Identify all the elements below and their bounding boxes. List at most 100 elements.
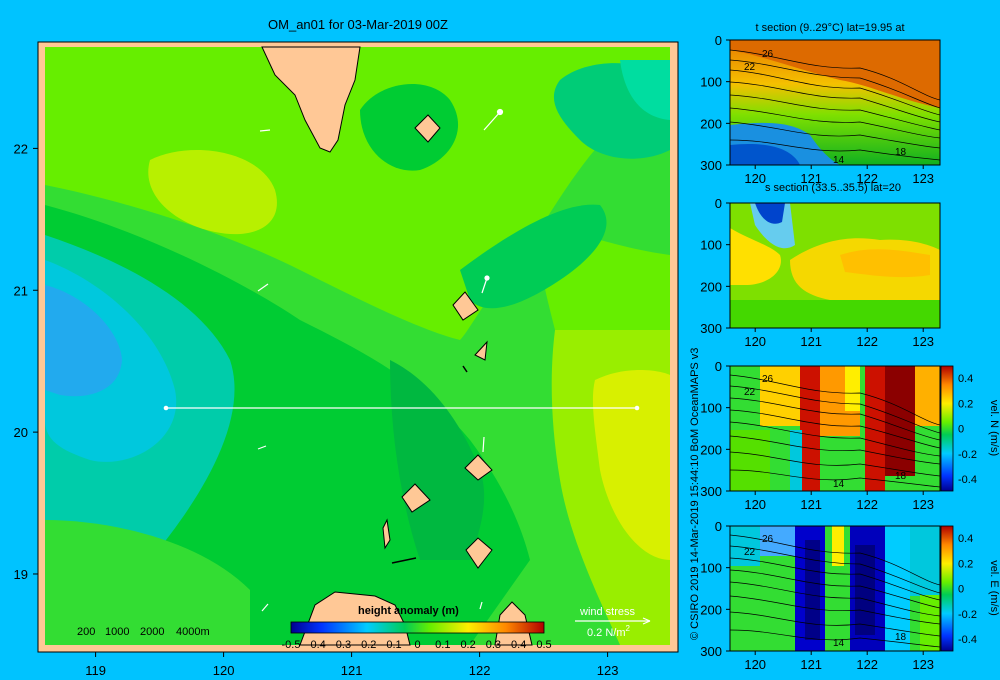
height-colorbar-tick-label: -0.3 <box>332 639 351 651</box>
panel-t-contour-label-14: 14 <box>833 155 845 166</box>
vel-colorbar-tick-label: 0 <box>958 584 964 596</box>
section-line <box>163 405 640 411</box>
panel-t-border <box>729 39 941 166</box>
vn-strip <box>915 366 940 426</box>
main-map-y-tick-label: 21 <box>14 283 28 298</box>
ve-strip <box>910 526 940 596</box>
panel-vn-border <box>729 365 941 492</box>
main-map-x-tick-label: 123 <box>597 663 619 678</box>
land-taiwan <box>261 46 361 153</box>
contour-line <box>730 451 940 477</box>
vel-colorbar-tick-label: -0.2 <box>958 609 977 621</box>
land-island-5 <box>401 483 431 513</box>
section-x-tick-label: 123 <box>912 171 934 186</box>
section-y-tick-label: 0 <box>715 33 722 48</box>
depth-legend-label-1: 200 <box>77 626 95 638</box>
wind-legend-arrowhead <box>642 617 651 625</box>
panel-s-blue-patch <box>755 203 785 224</box>
credit-text: © CSIRO 2019 14-Mar-2019 15:44:10 BoM Oc… <box>689 348 701 640</box>
main-map-y-ticks: 22 21 20 19 <box>14 141 38 582</box>
contour-line <box>730 69 940 116</box>
contour-line <box>730 139 940 161</box>
panel-vn-contours <box>730 374 940 488</box>
section-x-tick-label: 123 <box>912 334 934 349</box>
panel-s-orange-core <box>840 249 930 278</box>
section-x-tick-label: 123 <box>912 657 934 672</box>
vel-colorbar-tick-label: -0.4 <box>958 474 977 486</box>
contour-line <box>730 611 940 637</box>
ve-strip <box>832 526 844 566</box>
contour-line <box>730 121 940 149</box>
vel-colorbar-tick-label: 0.4 <box>958 533 973 545</box>
vel-colorbar-ticks: 0.4 0.2 0 -0.2 -0.4 0.4 0.2 0 -0.2 -0.4 <box>958 373 977 646</box>
wind-legend-label: wind stress <box>579 606 636 618</box>
wind-vectors <box>257 108 504 612</box>
main-map-x-tick-label: 122 <box>469 663 491 678</box>
section-x-tick-label: 121 <box>800 497 822 512</box>
panel-t-contour-label-26: 26 <box>762 49 774 60</box>
contour-line <box>730 374 940 426</box>
panel-s-field <box>730 203 940 328</box>
height-colorbar-tick-label: -0.4 <box>307 639 326 651</box>
height-colorbar: height anomaly (m) -0.5 -0.4 -0.3 -0.2 -0.1 0… <box>282 605 552 651</box>
vn-strip <box>800 366 820 491</box>
contour-line <box>730 397 940 441</box>
vel-colorbar-tick-label: 0.2 <box>958 558 973 570</box>
land-island-1 <box>414 114 441 143</box>
panel-ve-contour-label-26: 26 <box>762 534 774 545</box>
depth-legend-label-4: 4000m <box>176 626 210 638</box>
height-colorbar-tick-label: 0.1 <box>435 639 450 651</box>
vn-strip <box>790 430 802 491</box>
contour-line <box>730 581 940 617</box>
height-colorbar-tick-label: 0.3 <box>486 639 501 651</box>
main-map-x-tick-label: 121 <box>341 663 363 678</box>
section-y-tick-label: 0 <box>715 519 722 534</box>
panel-s-border <box>729 202 941 329</box>
panel-t-contour-label-22: 22 <box>744 62 756 73</box>
panel-ve-contour-label-18: 18 <box>895 632 907 643</box>
main-map-x-ticks: 119 120 121 122 123 <box>85 652 618 678</box>
vel-colorbar-tick-label: 0 <box>958 424 964 436</box>
contour-line <box>730 409 940 449</box>
field-patch-cyan-ne <box>620 60 670 120</box>
panel-vn-contour-label-18: 18 <box>895 471 907 482</box>
section-y-tick-label: 100 <box>700 75 722 90</box>
section-y-tick-label: 200 <box>700 279 722 294</box>
height-colorbar-tick-label: -0.2 <box>357 639 376 651</box>
section-x-tick-label: 121 <box>800 334 822 349</box>
panel-ve-contour-label-22: 22 <box>744 547 756 558</box>
panel-t-title: t section (9..29°C) lat=19.95 at <box>755 22 904 34</box>
contour-line <box>730 59 940 109</box>
wind-vector <box>257 445 267 450</box>
main-map: 200 1000 2000 4000m wind stress 0.2 N/m2… <box>37 41 679 653</box>
contour-line <box>730 81 940 123</box>
panel-vn-contour-label-14: 14 <box>833 479 845 490</box>
vel-e-colorbar-label: vel. E (m/s) <box>988 560 1000 616</box>
ve-strip <box>855 545 875 635</box>
field-band-lightgreen <box>45 47 670 340</box>
contour-line <box>730 385 940 434</box>
contour-line <box>730 569 940 609</box>
ve-strip <box>730 526 760 566</box>
map-border <box>37 41 679 653</box>
height-colorbar-tick-label: 0.4 <box>511 639 526 651</box>
section-y-tick-label: 0 <box>715 359 722 374</box>
panel-ve-contour-label-14: 14 <box>833 638 845 649</box>
panel-vn-field: 26 22 14 18 <box>730 366 940 491</box>
wind-vector <box>261 603 269 612</box>
panel-ve-field: 26 22 14 18 <box>730 526 940 651</box>
contour-line <box>730 595 940 625</box>
height-colorbar-ticks: -0.5 -0.4 -0.3 -0.2 -0.1 0 0.1 0.2 0.3 0.4 0.5 <box>282 639 552 651</box>
panel-t-contours <box>730 49 940 161</box>
section-x-tick-label: 122 <box>856 334 878 349</box>
section-x-tick-label: 123 <box>912 497 934 512</box>
contour-line <box>730 629 940 648</box>
wind-vector <box>257 283 269 292</box>
vel-e-colorbar-bar <box>940 525 954 652</box>
section-line-start <box>163 405 169 411</box>
land-islet-line-2 <box>462 365 468 373</box>
wind-vector <box>479 601 483 610</box>
land-island-6 <box>465 537 493 569</box>
section-y-tick-label: 300 <box>700 644 722 659</box>
panel-ve-border <box>729 525 941 652</box>
